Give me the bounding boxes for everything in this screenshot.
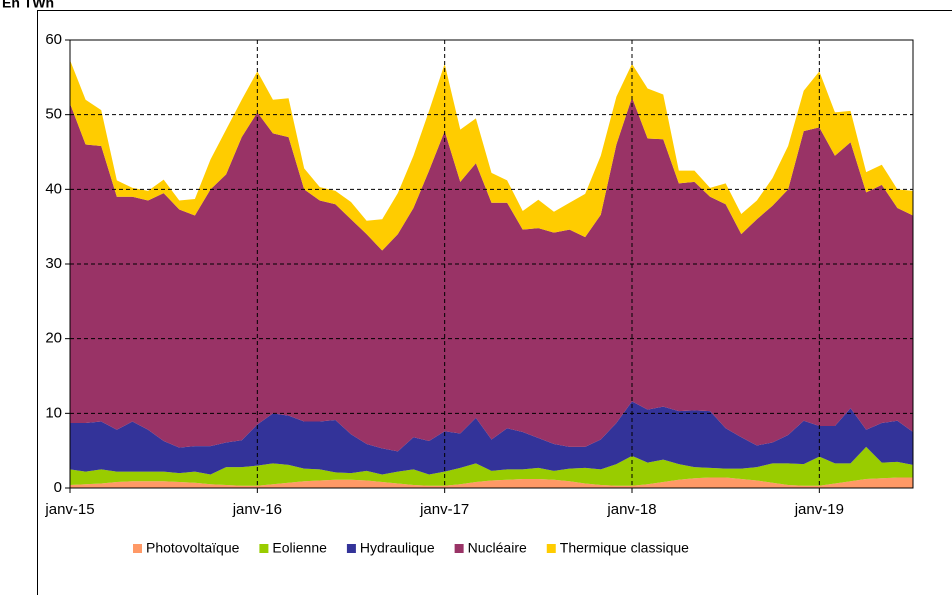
area	[70, 60, 913, 251]
legend-label: Nucléaire	[468, 540, 527, 556]
x-tick-label: janv-17	[419, 501, 469, 518]
chart-title: En TWh	[2, 0, 54, 11]
x-tick-label: janv-15	[44, 501, 94, 518]
y-tick-label: 40	[45, 180, 62, 197]
y-tick-label: 0	[54, 479, 62, 496]
y-tick-label: 20	[45, 330, 62, 347]
legend-swatch	[546, 544, 556, 553]
legend-swatch	[454, 544, 464, 553]
legend-swatch	[259, 544, 269, 553]
y-tick-label: 10	[45, 404, 62, 421]
legend-swatch	[346, 544, 356, 553]
y-tick-label: 50	[45, 106, 62, 123]
x-tick-label: janv-18	[606, 501, 656, 518]
area	[70, 401, 913, 475]
area	[70, 97, 913, 452]
area	[70, 446, 913, 486]
plot-frame	[69, 39, 914, 489]
y-tick-label: 30	[45, 255, 62, 272]
legend-label: Photovoltaïque	[146, 540, 240, 556]
legend-label: Eolienne	[272, 540, 327, 556]
legend-label: Thermique classique	[560, 540, 689, 556]
x-tick-label: janv-19	[794, 501, 844, 518]
legend-label: Hydraulique	[360, 540, 435, 556]
chart-frame	[37, 10, 952, 595]
area	[70, 477, 913, 488]
y-tick-label: 60	[45, 31, 62, 48]
legend-swatch	[133, 544, 142, 553]
x-tick-label: janv-16	[232, 501, 282, 518]
